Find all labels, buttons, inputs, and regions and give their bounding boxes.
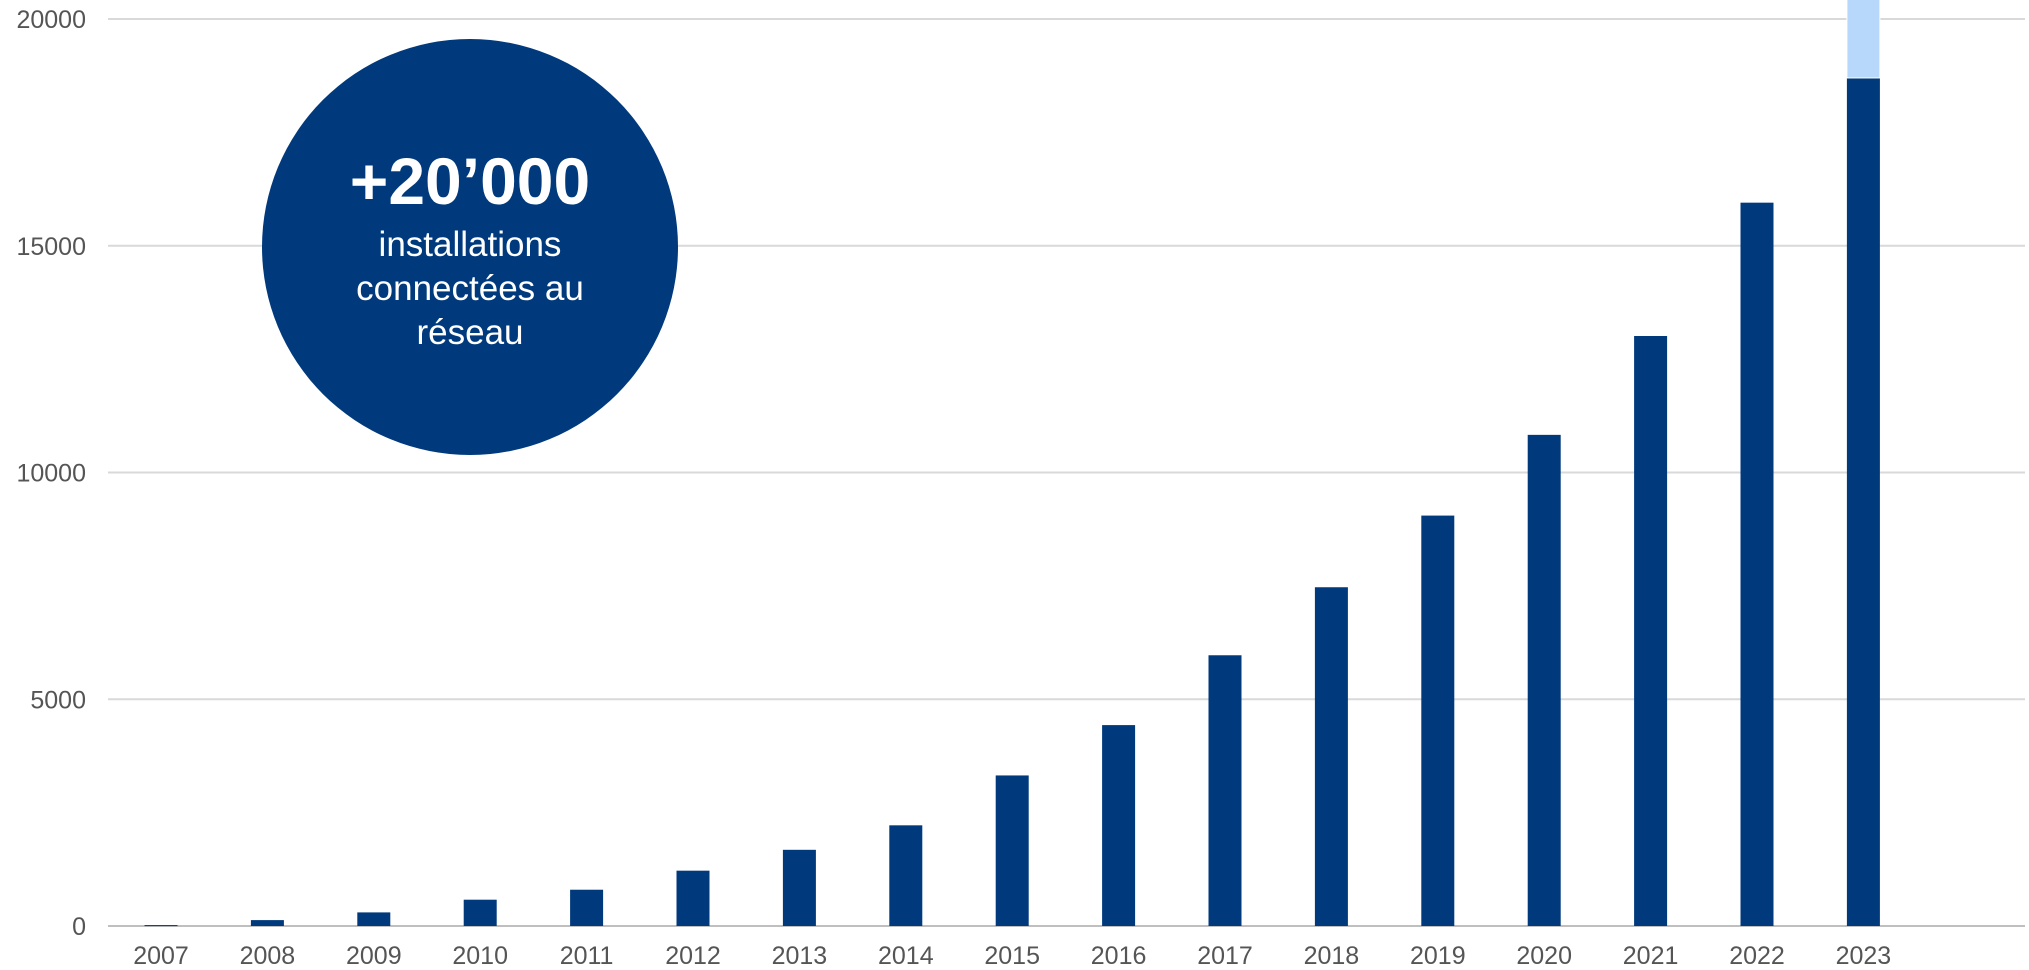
x-tick-label: 2008 (240, 942, 296, 970)
x-tick-label: 2014 (878, 942, 934, 970)
x-tick-label: 2019 (1410, 942, 1466, 970)
x-tick-label: 2007 (133, 942, 189, 970)
callout-text: installations connectées au réseau (356, 225, 584, 352)
x-tick-label: 2023 (1836, 942, 1892, 970)
x-tick-label: 2013 (772, 942, 828, 970)
bar-2009-series-1 (357, 912, 391, 926)
bar-2023-series-1 (1846, 77, 1880, 926)
callout-circle: +20’000 installations connectées au rése… (262, 39, 678, 455)
x-tick-label: 2020 (1516, 942, 1572, 970)
bar-2020-series-1 (1527, 434, 1561, 926)
bar-2015-series-1 (995, 775, 1029, 926)
bar-2013-series-1 (782, 849, 816, 926)
bar-2016-series-1 (1102, 725, 1136, 926)
bar-2007-series-1 (144, 925, 178, 927)
y-axis-ticks: 0 5000 10000 15000 20000 (16, 6, 86, 941)
bar-2008-series-1 (250, 920, 284, 926)
bar-2017-series-1 (1208, 655, 1242, 926)
x-axis-ticks: 2007 2008 2009 2010 2011 2012 2013 2014 2015 2016… (133, 942, 1891, 970)
bar-2022-series-1 (1740, 202, 1774, 927)
x-tick-label: 2010 (452, 942, 508, 970)
x-tick-label: 2009 (346, 942, 402, 970)
bar-2012-series-1 (676, 870, 710, 926)
x-tick-label: 2018 (1304, 942, 1360, 970)
y-tick-label: 10000 (16, 460, 86, 488)
x-tick-label: 2012 (665, 942, 721, 970)
x-tick-label: 2011 (560, 942, 614, 970)
x-tick-label: 2022 (1729, 942, 1785, 970)
bar-2010-series-1 (463, 899, 497, 926)
x-tick-label: 2015 (984, 942, 1040, 970)
y-tick-label: 20000 (16, 6, 86, 34)
bars (144, 0, 1881, 927)
y-tick-label: 0 (72, 913, 86, 941)
x-tick-label: 2017 (1197, 942, 1253, 970)
callout-value: +20’000 (349, 144, 591, 218)
x-tick-label: 2016 (1091, 942, 1147, 970)
bar-2018-series-1 (1314, 587, 1348, 926)
y-tick-label: 15000 (16, 233, 86, 261)
bar-2014-series-1 (889, 825, 923, 926)
y-tick-label: 5000 (30, 686, 86, 714)
x-tick-label: 2021 (1623, 942, 1679, 970)
bar-2019-series-1 (1421, 515, 1455, 926)
bar-2011-series-1 (570, 889, 604, 926)
bar-2023-series-2 (1846, 0, 1881, 79)
bar-2021-series-1 (1634, 335, 1668, 927)
